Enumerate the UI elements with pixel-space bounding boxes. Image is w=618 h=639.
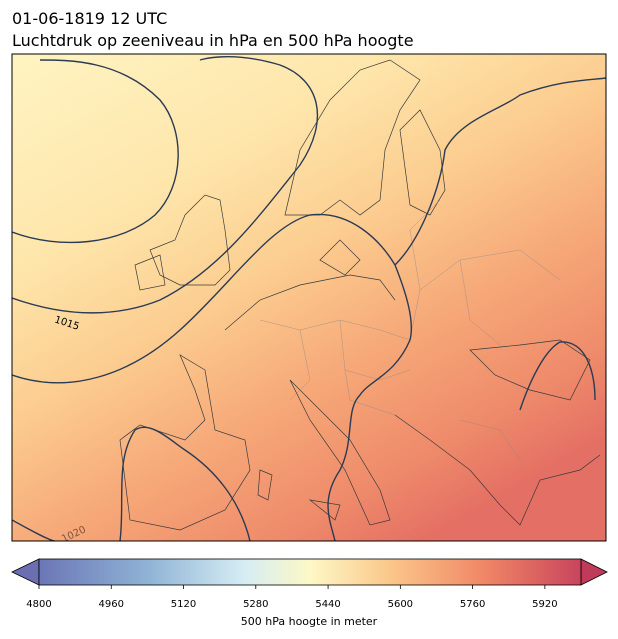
colorbar-tick-label: 4800 bbox=[26, 599, 51, 610]
isobar bbox=[12, 213, 412, 541]
colorbar bbox=[11, 558, 608, 586]
isobar bbox=[12, 59, 179, 244]
colorbar-tick-label: 5440 bbox=[315, 599, 340, 610]
isobar bbox=[394, 77, 606, 266]
colorbar-extend-low bbox=[11, 558, 40, 586]
colorbar-body bbox=[38, 558, 582, 586]
colorbar-tick-label: 5760 bbox=[460, 599, 485, 610]
colorbar-tick-label: 5280 bbox=[243, 599, 268, 610]
colorbar-tick-label: 5600 bbox=[388, 599, 413, 610]
map-title: Luchtdruk op zeeniveau in hPa en 500 hPa… bbox=[12, 31, 414, 50]
isobar bbox=[119, 426, 251, 541]
colorbar-tick-label: 5120 bbox=[171, 599, 196, 610]
isobar bbox=[12, 56, 319, 314]
height-field bbox=[12, 54, 606, 541]
map-frame bbox=[11, 53, 607, 542]
country-borders bbox=[259, 199, 561, 461]
colorbar-extend-high bbox=[580, 558, 608, 586]
coastline bbox=[119, 59, 601, 531]
time-title: 01-06-1819 12 UTC bbox=[12, 9, 167, 28]
colorbar-tick-label: 5920 bbox=[532, 599, 557, 610]
colorbar-tick-label: 4960 bbox=[99, 599, 124, 610]
colorbar-label: 500 hPa hoogte in meter bbox=[241, 615, 378, 628]
map: 1015 1020 bbox=[12, 54, 606, 541]
